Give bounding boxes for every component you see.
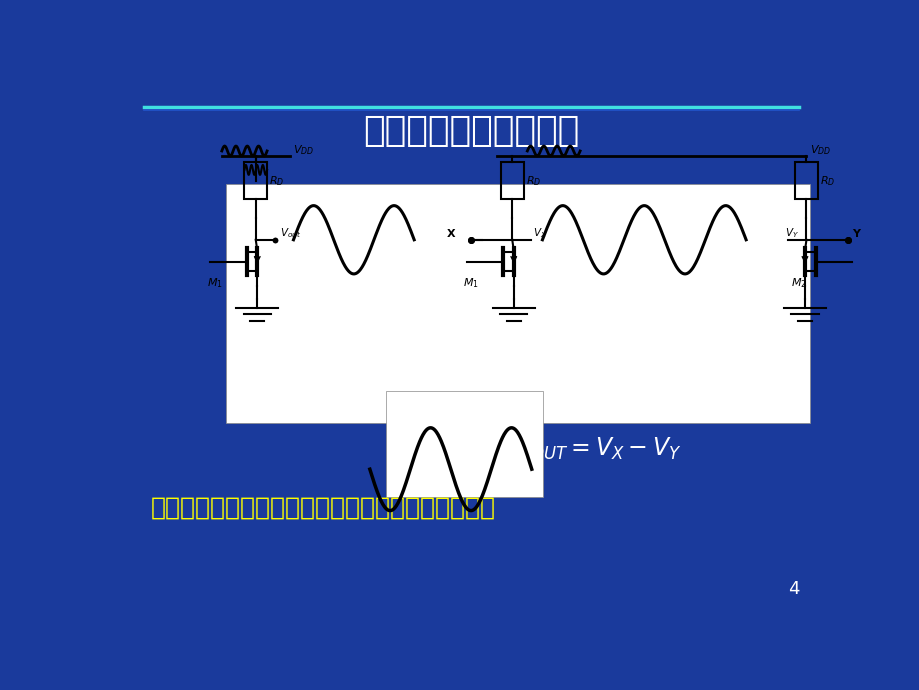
Text: $V_{DD}$: $V_{DD}$ [293,143,314,157]
Bar [501,162,523,199]
Text: X: X [447,228,455,239]
Text: 差动工作的抗干扰能力: 差动工作的抗干扰能力 [363,114,579,148]
Text: $M_1$: $M_1$ [207,277,222,290]
Text: $M_2$: $M_2$ [790,277,806,290]
Text: Y: Y [851,228,858,239]
Text: $V_{DD}$: $V_{DD}$ [810,143,831,157]
Bar [244,162,267,199]
Text: $V_{OUT}=V_X-V_Y$: $V_{OUT}=V_X-V_Y$ [514,436,681,462]
Text: $V_X$: $V_X$ [533,227,547,241]
Text: $V_Y$: $V_Y$ [785,227,799,241]
Text: $M_1$: $M_1$ [463,277,479,290]
Text: $V_{out}$: $V_{out}$ [279,227,301,241]
Text: 电源线上的干扰会影响共模电平，但不影响差分输出: 电源线上的干扰会影响共模电平，但不影响差分输出 [151,496,495,520]
Bar [794,162,817,199]
Text: $R_D$: $R_D$ [819,174,834,188]
Text: $R_D$: $R_D$ [269,174,284,188]
Bar [225,184,810,423]
Text: 4: 4 [787,580,799,598]
Bar [386,391,542,497]
Text: $R_D$: $R_D$ [526,174,540,188]
